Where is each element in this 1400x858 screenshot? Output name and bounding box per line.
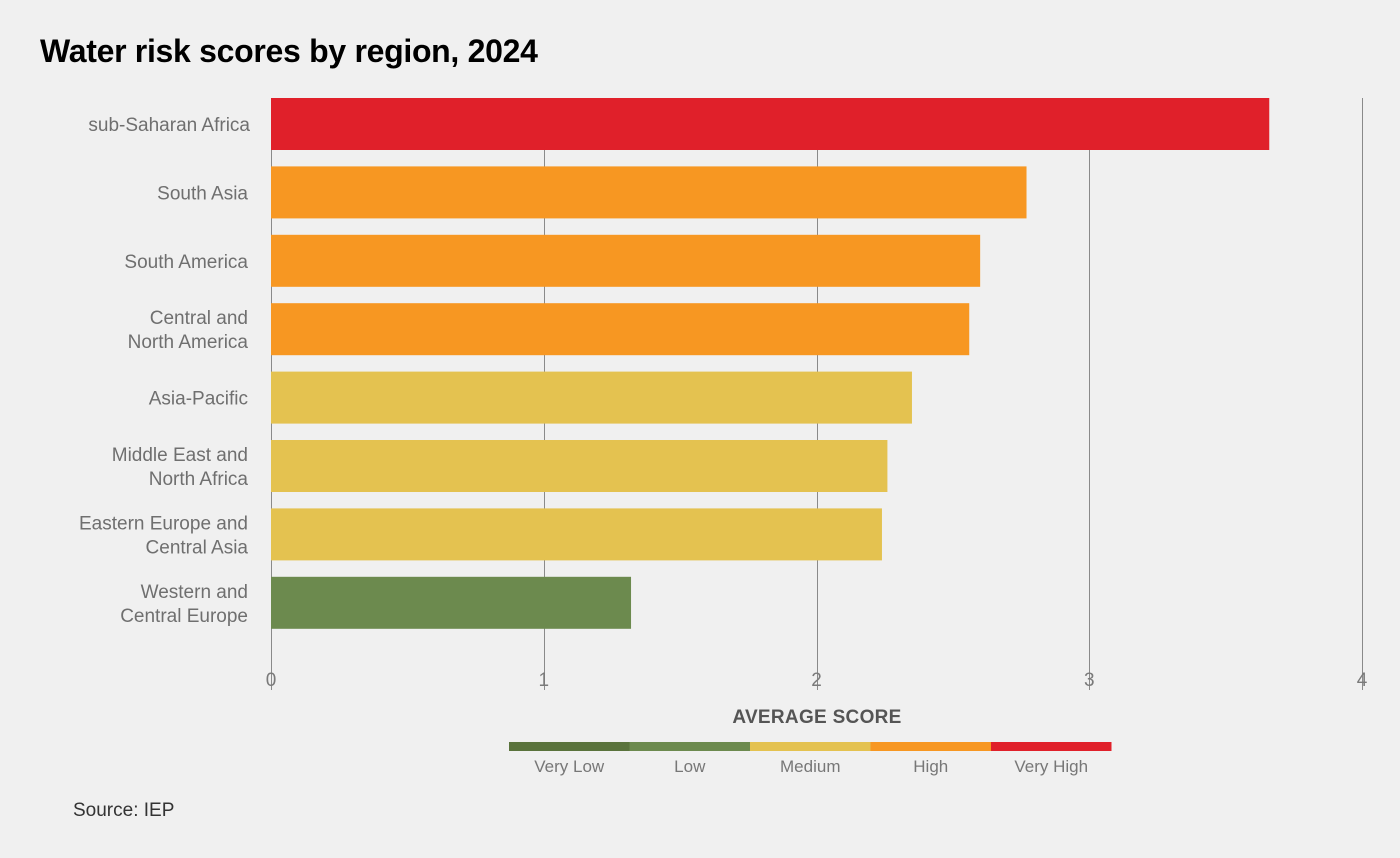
legend-swatch (870, 742, 991, 751)
x-tick-label: 3 (1084, 670, 1095, 691)
legend-label: High (913, 757, 948, 776)
bar (271, 98, 1270, 150)
legend-swatch (750, 742, 871, 751)
category-label: Western and Central Europe (120, 582, 248, 627)
chart-title: Water risk scores by region, 2024 (40, 33, 538, 69)
bar (271, 576, 632, 629)
category-label: South America (124, 252, 248, 273)
bar (271, 166, 1027, 219)
category-label-line: Middle East and (112, 445, 248, 466)
category-label: Eastern Europe and Central Asia (79, 513, 248, 558)
source-note: Source: IEP (73, 800, 175, 821)
legend: Very Low Low Medium High Very High (509, 742, 1112, 776)
category-label: South Asia (157, 183, 248, 204)
bar (271, 440, 888, 492)
legend-label: Very High (1014, 757, 1088, 776)
x-tick-label: 2 (811, 670, 822, 691)
legend-swatch (629, 742, 750, 751)
category-label-line: Central and (150, 308, 248, 329)
category-label-line: Western and (141, 582, 248, 603)
category-label: Middle East and North Africa (112, 445, 249, 490)
category-label-line: Eastern Europe and (79, 513, 248, 534)
legend-swatch (991, 742, 1112, 751)
category-label-line: Central Europe (120, 606, 248, 627)
x-tick-label: 4 (1357, 670, 1368, 691)
category-label: Central and North America (128, 308, 249, 353)
legend-label: Medium (780, 757, 840, 776)
bar (271, 234, 981, 287)
x-tick-labels: 0 1 2 3 4 (266, 670, 1368, 691)
x-tick-label: 1 (538, 670, 549, 691)
category-label-line: North America (128, 332, 249, 353)
category-label: sub-Saharan Africa (88, 115, 250, 136)
category-labels: sub-Saharan Africa South Asia South Americ… (79, 115, 250, 627)
category-label-line: Central Asia (146, 537, 249, 558)
category-label-line: sub-Saharan Africa (88, 115, 250, 136)
category-label-line: North Africa (149, 469, 249, 490)
category-label-line: Asia-Pacific (149, 389, 248, 410)
legend-swatch (509, 742, 630, 751)
bar (271, 303, 970, 356)
category-label: Asia-Pacific (149, 389, 248, 410)
category-label-line: South Asia (157, 183, 248, 204)
category-label-line: South America (124, 252, 248, 273)
x-axis-title: AVERAGE SCORE (732, 707, 901, 728)
x-tick-label: 0 (266, 670, 277, 691)
legend-label: Low (674, 757, 706, 776)
bar (271, 371, 912, 424)
legend-label: Very Low (534, 757, 605, 776)
bar (271, 508, 882, 561)
bars (271, 98, 1270, 629)
